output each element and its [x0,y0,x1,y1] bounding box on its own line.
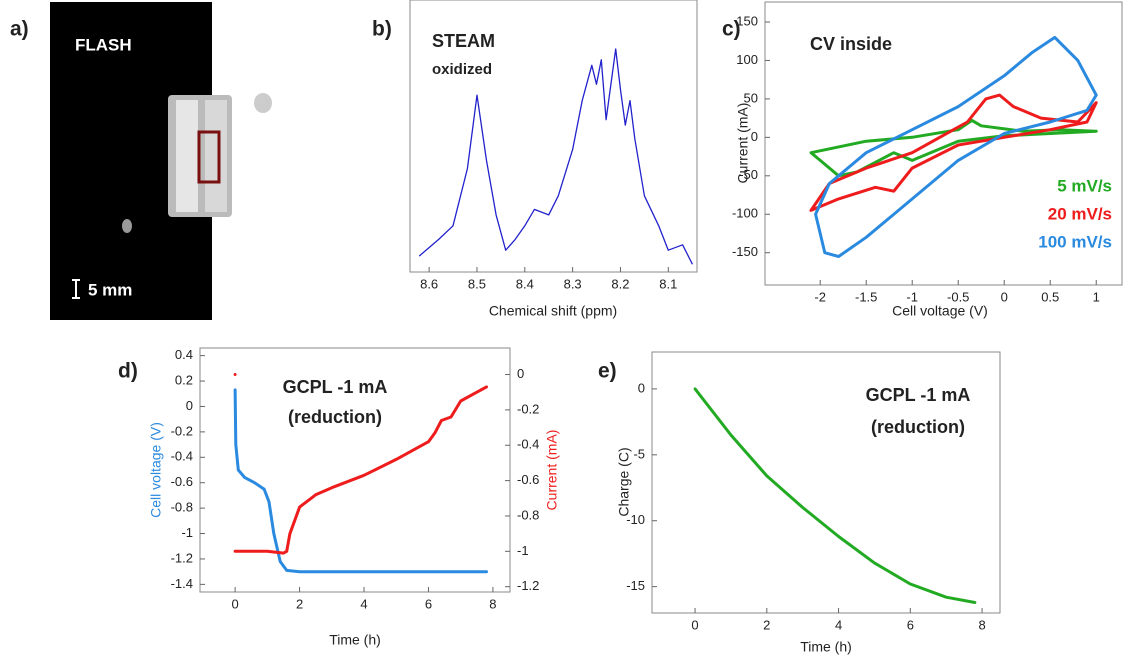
y2-tick-label: -0.8 [517,507,539,522]
x-tick-label: -0.5 [947,289,969,304]
marker [254,93,272,113]
x-tick-label: 2 [296,596,303,611]
x-tick-label: 2 [763,617,770,632]
y-tick-label: -1.2 [171,550,193,565]
x-axis-label: Cell voltage (V) [892,303,988,319]
annotation: (reduction) [288,407,382,427]
panel-label: d) [118,360,138,383]
y-tick-label: -100 [732,206,758,221]
panel-label: c) [722,18,741,41]
annotation: (reduction) [871,417,965,437]
y2-axis-label: Current (mA) [544,430,560,511]
x-tick-label: -1 [906,289,918,304]
y-tick-label: -0.8 [171,500,193,515]
x-tick-label: 6 [425,596,432,611]
y2-tick-label: -0.4 [517,437,539,452]
plot-frame [409,0,698,273]
x-tick-label: 8.4 [516,276,534,291]
y-axis-label: Cell voltage (V) [148,422,164,518]
y-tick-label: 0.4 [175,347,193,362]
x-tick-label: 8.2 [611,276,629,291]
y-tick-label: -5 [633,446,645,461]
y2-tick-label: -1 [517,543,529,558]
y2-tick-label: -1.2 [517,578,539,593]
data-line [809,93,1098,212]
chart-subtitle: oxidized [432,61,492,78]
y-tick-label: 0.2 [175,372,193,387]
x-tick-label: 8 [489,596,496,611]
data-line [693,387,977,604]
sample-part [205,100,227,212]
x-tick-label: 8.3 [564,276,582,291]
y-tick-label: 0 [186,398,193,413]
data-line [814,35,1098,258]
plot-frame [651,351,1001,614]
legend-entry: 5 mV/s [1057,176,1112,195]
y-tick-label: 0 [638,380,645,395]
data-line [418,48,693,265]
y2-tick-label: 0 [517,366,524,381]
scale-label: 5 mm [88,280,132,299]
y-tick-label: -1 [181,525,193,540]
marker [122,219,132,233]
y-tick-label: 0 [751,129,758,144]
y-tick-label: 50 [744,90,758,105]
data-line [233,388,488,574]
x-tick-label: -1.5 [855,289,877,304]
y-tick-label: -50 [739,167,758,182]
x-tick-label: -2 [814,289,826,304]
y2-tick-label: -0.2 [517,401,539,416]
x-tick-label: 4 [360,596,367,611]
x-tick-label: 0 [691,617,698,632]
y-tick-label: -0.6 [171,474,193,489]
y-tick-label: -15 [626,578,645,593]
panel-label: b) [372,18,392,41]
y-tick-label: 150 [736,13,758,28]
sample-part [176,100,198,212]
x-tick-label: 0 [232,596,239,611]
chart-title: STEAM [432,31,495,51]
x-tick-label: 6 [907,617,914,632]
y-tick-label: -0.2 [171,423,193,438]
y-axis-label: Charge (C) [616,447,632,516]
panel-label: a) [10,18,29,41]
image-title: FLASH [75,35,132,54]
y-tick-label: -0.4 [171,449,193,464]
legend-entry: 20 mV/s [1048,204,1112,223]
x-axis-label: Time (h) [329,632,381,648]
panel-label: e) [598,360,617,383]
y-tick-label: -1.4 [171,576,193,591]
y-tick-label: 100 [736,52,758,67]
legend-entry: 100 mV/s [1038,232,1112,251]
chart-title: CV inside [810,34,892,54]
y2-tick-label: -0.6 [517,472,539,487]
x-axis-label: Time (h) [800,639,852,655]
y-axis-label: Current (mA) [735,103,751,184]
data-line [809,118,1098,178]
x-tick-label: 8.6 [420,276,438,291]
x-tick-label: 0 [1001,289,1008,304]
voxel [197,130,221,184]
x-tick-label: 1 [1093,289,1100,304]
x-tick-label: 4 [835,617,842,632]
x-axis-label: Chemical shift (ppm) [489,303,617,319]
x-tick-label: 8 [978,617,985,632]
x-tick-label: 0.5 [1041,289,1059,304]
y-tick-label: -150 [732,244,758,259]
y-tick-label: -10 [626,512,645,527]
plot-frame [199,347,511,593]
annotation: GCPL -1 mA [866,385,971,405]
x-tick-label: 8.5 [468,276,486,291]
plot-frame [764,1,1123,286]
x-tick-label: 8.1 [659,276,677,291]
data-line [233,373,488,555]
annotation: GCPL -1 mA [283,377,388,397]
